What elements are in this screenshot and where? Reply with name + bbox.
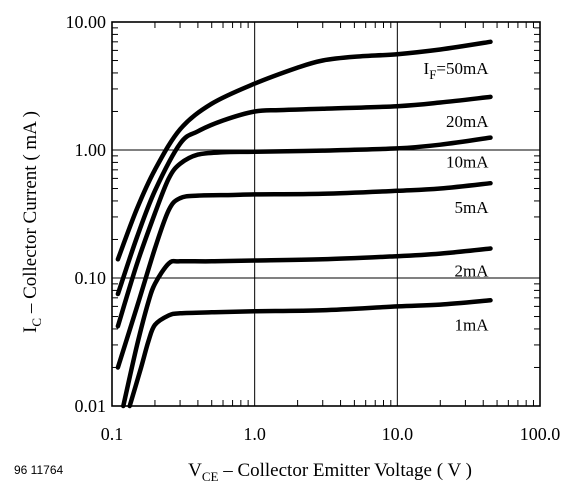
- x-axis-title-rest: – Collector Emitter Voltage ( V ): [218, 460, 471, 481]
- series-label-5mA: 5mA: [455, 198, 490, 217]
- tick-marks: [112, 22, 540, 406]
- x-axis-title-sub: CE: [202, 469, 219, 484]
- figure-id: 96 11764: [14, 463, 63, 477]
- series-label-10mA: 10mA: [446, 153, 489, 172]
- series-line-50mA: [115, 39, 493, 262]
- plot-frame: [111, 21, 541, 407]
- x-axis-title: VCE – Collector Emitter Voltage ( V ): [188, 460, 472, 484]
- x-tick-label: 0.1: [101, 424, 124, 444]
- series-labels: IF=50mA 20mA 10mA 5mA 2mA 1mA: [424, 59, 490, 334]
- series-label-50mA: IF=50mA: [424, 59, 490, 82]
- y-axis-title: IC – Collector Current ( mA ): [20, 111, 44, 333]
- y-axis-title-sub: C: [29, 318, 44, 327]
- series-line-2mA: [121, 246, 493, 409]
- y-tick-label: 0.10: [75, 268, 107, 288]
- y-tick-label: 1.00: [75, 140, 107, 160]
- series-label-1mA: 1mA: [455, 315, 490, 334]
- series-line-5mA: [115, 180, 493, 370]
- x-tick-label: 100.0: [520, 424, 561, 444]
- series-line-10mA: [115, 135, 493, 329]
- x-tick-label: 10.0: [382, 424, 414, 444]
- series-lines: [115, 39, 493, 409]
- y-axis-title-main: I: [20, 327, 41, 333]
- series-label-20mA: 20mA: [446, 112, 489, 131]
- y-axis-title-rest: – Collector Current ( mA ): [20, 111, 41, 318]
- series-line-1mA: [127, 298, 493, 409]
- series-label-2mA: 2mA: [455, 262, 490, 281]
- y-tick-label: 10.00: [66, 12, 107, 32]
- x-axis-title-main: V: [188, 460, 202, 481]
- series-line-20mA: [115, 94, 493, 297]
- tick-labels: 0.1 1.0 10.0 100.0 0.01 0.10 1.00 10.00: [66, 12, 561, 444]
- x-tick-label: 1.0: [243, 424, 266, 444]
- y-tick-label: 0.01: [75, 396, 107, 416]
